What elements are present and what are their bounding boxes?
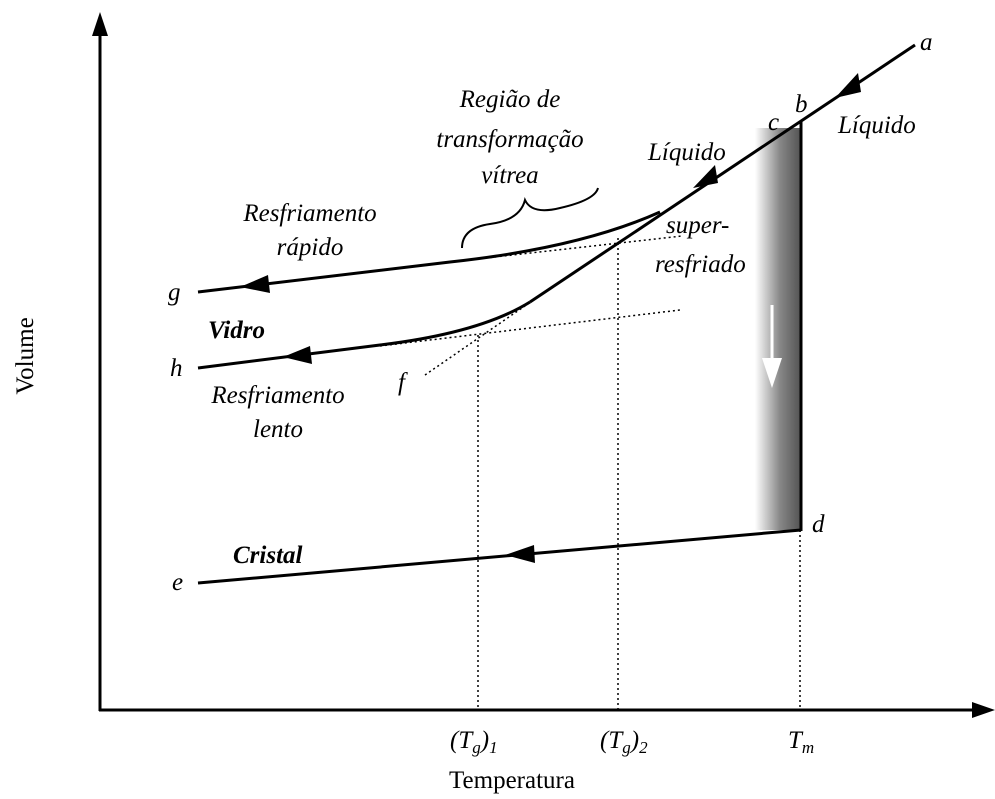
label: lento [253,416,303,443]
solidification-band [755,128,800,530]
label: Líquido [837,112,916,139]
tick-label: (Tg)1 [450,727,498,757]
axes [98,30,980,712]
point-label: g [168,279,181,306]
point-label: d [812,511,825,538]
y-arrowhead [92,12,108,36]
point-label: c [768,109,779,136]
point-label: h [170,355,183,382]
label: rápido [277,234,344,261]
label: transformação [436,126,583,153]
label: Região de [459,86,561,113]
label: Resfriamento [242,200,376,227]
tick-label: (Tg)2 [600,727,648,757]
flow-arrows [240,73,861,563]
label: resfriado [655,251,746,278]
point-label: b [795,91,808,118]
label: Resfriamento [210,382,344,409]
white-arrowhead [762,358,782,388]
label: Vidro [208,317,265,344]
x-arrowhead [972,702,995,718]
point-label: e [172,569,183,596]
point-label: f [398,369,408,396]
point-label: a [920,29,933,56]
label: Cristal [233,542,303,569]
tick-label: Tm [788,727,814,757]
label: super- [666,212,729,239]
y-axis-title: Volume [12,317,39,394]
x-axis-title: Temperatura [449,767,575,794]
label: vítrea [481,162,538,189]
label: Líquido [647,139,726,166]
dotted-lines [379,235,801,710]
labels: a b c d e f g h Líquido Líquido Região d… [12,29,933,794]
